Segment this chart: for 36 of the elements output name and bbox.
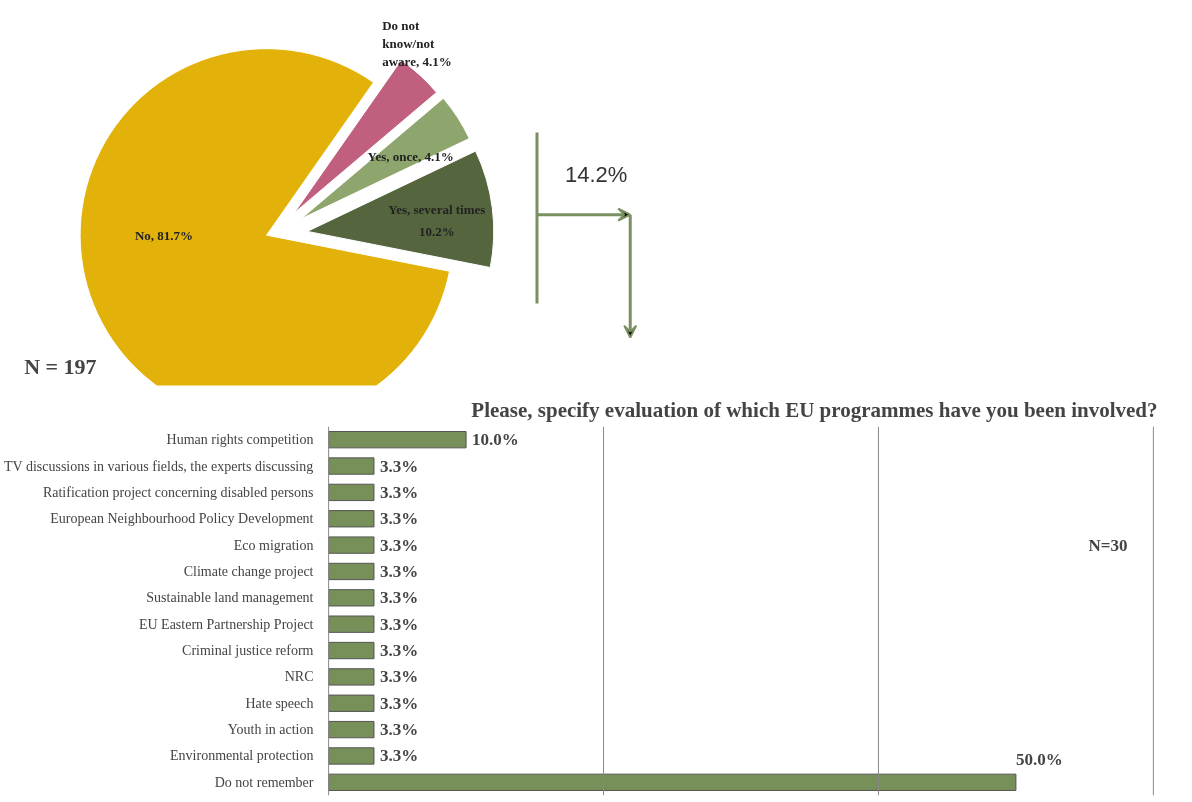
data-label: 3.3% xyxy=(379,456,419,476)
data-label: 3.3% xyxy=(379,561,419,581)
y-tick-label: Sustainable land management xyxy=(146,590,314,606)
data-label: 3.3% xyxy=(379,667,419,687)
y-tick-label: Do not remember xyxy=(214,774,314,790)
data-label: 3.3% xyxy=(379,641,419,661)
data-label: 3.3% xyxy=(379,535,419,555)
chart-title: Please, specify evaluation of which EU programmes have you been involved? xyxy=(471,397,1158,422)
data-label: 10.0% xyxy=(472,430,519,450)
slice-label: Yes, several times xyxy=(388,201,486,217)
y-tick-label: Youth in action xyxy=(227,722,314,738)
y-tick-label: Ratification project concerning disabled persons xyxy=(42,484,314,500)
slice-label: No, 81.7% xyxy=(134,227,194,243)
y-tick-label: Eco migration xyxy=(233,537,314,553)
data-label: 10.2% xyxy=(418,223,455,239)
y-tick-label: TV discussions in various fields, the experts discussing xyxy=(3,458,314,474)
data-label: 50.0% xyxy=(1015,750,1063,770)
y-tick-label: Climate change project xyxy=(183,563,314,579)
data-label: 3.3% xyxy=(379,509,419,529)
text: 14.2% xyxy=(564,162,628,188)
text: N=30 xyxy=(1088,535,1128,555)
data-label: 3.3% xyxy=(379,720,419,740)
text: N = 197 xyxy=(24,353,97,379)
data-label: 3.3% xyxy=(379,693,419,713)
data-label: 3.3% xyxy=(379,614,419,634)
slice-label: Do not know/not aware, 4.1% xyxy=(382,18,452,70)
data-label: 3.3% xyxy=(379,746,419,766)
y-tick-label: Criminal justice reform xyxy=(182,643,314,659)
y-tick-label: Human rights competition xyxy=(166,432,314,448)
y-tick-label: Environmental protection xyxy=(170,748,314,764)
y-tick-label: European Neighbourhood Policy Development xyxy=(50,511,314,527)
data-label: 3.3% xyxy=(379,482,419,502)
data-label: 3.3% xyxy=(379,588,419,608)
y-tick-label: NRC xyxy=(284,669,314,685)
y-tick-label: EU Eastern Partnership Project xyxy=(138,616,314,632)
y-tick-label: Hate speech xyxy=(245,695,314,711)
